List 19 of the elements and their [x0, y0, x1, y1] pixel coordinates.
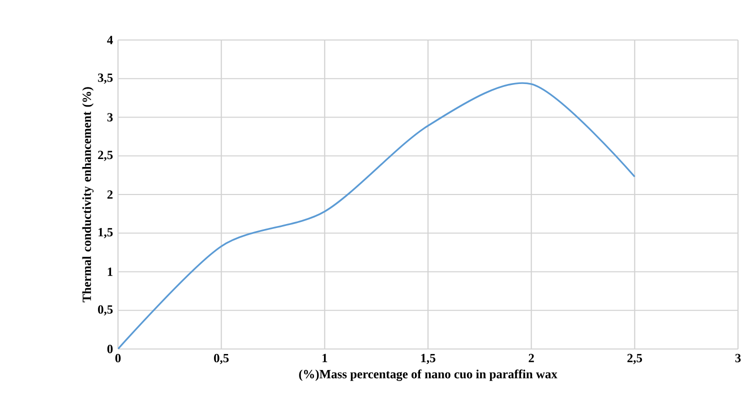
y-tick-label: 0: [107, 344, 113, 354]
y-tick-label: 3,5: [98, 74, 113, 84]
y-tick-label: 2: [107, 190, 113, 199]
x-tick-label: 0: [115, 354, 121, 362]
x-tick-label: 3: [735, 354, 741, 362]
x-tick-label: 0,5: [214, 354, 229, 364]
x-tick-label: 1: [322, 354, 328, 362]
y-tick-label: 3: [107, 113, 113, 122]
x-axis-title: (%)Mass percentage of nano cuo in paraffin wax: [299, 369, 558, 381]
x-tick-label: 1,5: [421, 354, 436, 364]
y-tick-label: 1,5: [98, 228, 113, 238]
y-tick-label: 4: [107, 36, 113, 44]
x-tick-label: 2,5: [627, 354, 642, 364]
line-series: [118, 82, 636, 349]
y-tick-label: 2,5: [98, 150, 113, 161]
y-tick-label: 0,5: [98, 305, 113, 316]
y-tick-label: 1: [108, 268, 112, 276]
x-tick-label: 2: [528, 354, 534, 362]
y-axis-title: Thermal conductivity enhancement (%): [82, 87, 94, 302]
